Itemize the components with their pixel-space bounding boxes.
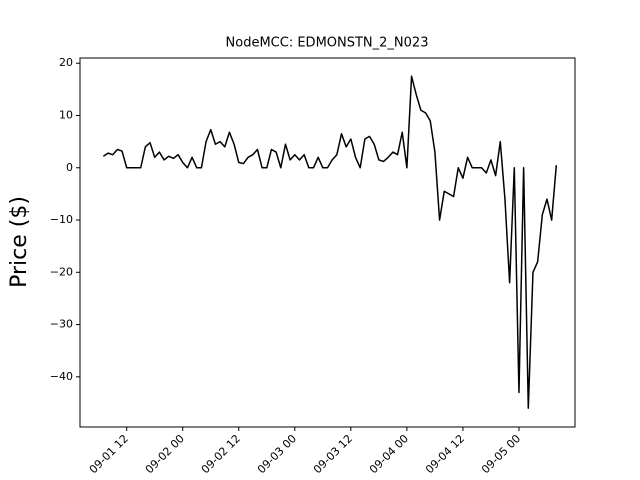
- y-tick-label: 0: [66, 161, 73, 174]
- y-tick-label: −10: [50, 213, 73, 226]
- x-tick-label: 09-04 00: [367, 432, 411, 476]
- chart-title: NodeMCC: EDMONSTN_2_N023: [226, 36, 429, 51]
- x-tick-label: 09-04 12: [423, 432, 467, 476]
- y-tick-label: −40: [50, 370, 73, 383]
- x-tick-label: 09-02 12: [199, 432, 243, 476]
- x-tick-label: 09-02 00: [143, 432, 187, 476]
- y-axis-label: Price ($): [7, 196, 32, 288]
- y-tick-label: −20: [50, 265, 73, 278]
- x-tick-label: 09-05 00: [479, 432, 523, 476]
- x-tick-label: 09-03 00: [255, 432, 299, 476]
- price-line: [102, 75, 558, 409]
- x-tick-label: 09-03 12: [311, 432, 355, 476]
- plot-frame: [79, 57, 576, 428]
- y-tick-label: 10: [59, 108, 73, 121]
- x-tick-label: 09-01 12: [87, 432, 131, 476]
- y-tick-label: 20: [59, 56, 73, 69]
- y-tick-label: −30: [50, 318, 73, 331]
